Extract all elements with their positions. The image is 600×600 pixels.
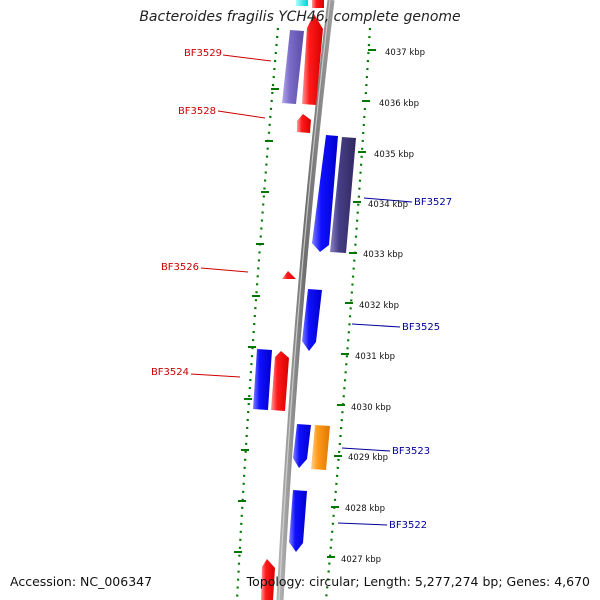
gene-label-bf3527[interactable]: BF3527 (414, 197, 452, 208)
gene-bf3523[interactable] (293, 424, 311, 468)
outer-major-ticks (327, 49, 376, 558)
gene-label-bf3526[interactable]: BF3526 (161, 262, 199, 273)
genome-summary-text: Topology: circular; Length: 5,277,274 bp… (246, 574, 590, 589)
reverse-label-lines (337, 197, 413, 526)
accession-text: Accession: NC_006347 (10, 574, 153, 589)
gene-label-bf3522[interactable]: BF3522 (389, 520, 427, 531)
gene-bf3525[interactable] (302, 289, 322, 351)
inner-major-ticks (234, 88, 279, 553)
inner-dotted-ring (235, 27, 280, 600)
gene-label-bf3528[interactable]: BF3528 (178, 106, 216, 117)
map-title: Bacteroides fragilis YCH46, complete gen… (139, 9, 461, 25)
blue-feature-bf3524 (253, 349, 272, 410)
dark-purple-feature-bf3527 (330, 137, 356, 253)
forward-label-lines (190, 54, 272, 378)
scale-label: 4031 kbp (355, 352, 395, 362)
outer-dotted-ring (324, 27, 372, 600)
scale-label: 4029 kbp (348, 453, 388, 463)
genome-backbone (276, 0, 335, 600)
scale-label: 4030 kbp (351, 403, 391, 413)
scale-label: 4036 kbp (379, 99, 419, 109)
scale-label: 4027 kbp (341, 555, 381, 565)
scale-labels: 4037 kbp 4036 kbp 4035 kbp 4034 kbp 4033… (341, 48, 425, 565)
gene-label-bf3523[interactable]: BF3523 (392, 446, 430, 457)
gene-bf3524[interactable] (271, 351, 289, 411)
gene-bf3527[interactable] (312, 135, 338, 252)
purple-feature-bf3529 (282, 30, 304, 104)
gene-bf3526[interactable] (282, 271, 296, 279)
scale-label: 4033 kbp (363, 250, 403, 260)
scale-label: 4037 kbp (385, 48, 425, 58)
gene-label-bf3529[interactable]: BF3529 (184, 48, 222, 59)
gene-bf3522[interactable] (289, 490, 307, 552)
forward-gene-labels: BF3529 BF3528 BF3526 BF3524 (151, 48, 222, 378)
scale-label: 4035 kbp (374, 150, 414, 160)
bottom-red-feature (261, 559, 275, 600)
cyan-feature (296, 0, 308, 6)
top-red-tip (312, 0, 324, 8)
scale-label: 4028 kbp (345, 504, 385, 514)
reverse-gene-labels: BF3527 BF3525 BF3523 BF3522 (389, 197, 452, 531)
orange-feature-bf3523 (311, 425, 330, 470)
scale-label: 4034 kbp (368, 200, 408, 210)
scale-label: 4032 kbp (359, 301, 399, 311)
gene-bf3529[interactable] (302, 14, 323, 105)
gene-label-bf3525[interactable]: BF3525 (402, 322, 440, 333)
gene-bf3528[interactable] (297, 114, 311, 133)
gene-label-bf3524[interactable]: BF3524 (151, 367, 189, 378)
